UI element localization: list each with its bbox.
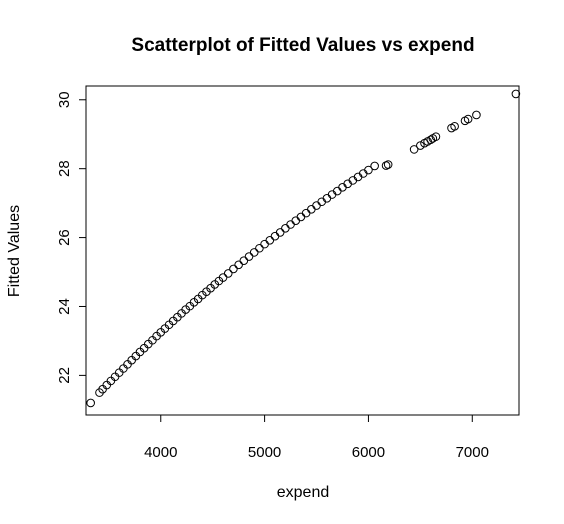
- data-point: [409, 145, 419, 154]
- data-point: [114, 368, 124, 377]
- data-point: [431, 132, 441, 141]
- data-point: [291, 216, 301, 226]
- x-axis-label: expend: [277, 484, 330, 501]
- y-tick-label: 26: [56, 229, 73, 246]
- data-point: [244, 252, 254, 261]
- data-point: [131, 351, 141, 361]
- data-point: [426, 135, 436, 145]
- data-point: [229, 264, 238, 274]
- data-point: [260, 239, 269, 249]
- x-axis: 4000 5000 6000 7000: [144, 414, 489, 461]
- data-point: [265, 236, 275, 245]
- data-point: [119, 364, 128, 373]
- x-tick-label: 6000: [352, 444, 385, 461]
- y-tick-label: 30: [56, 91, 73, 108]
- x-tick-label: 5000: [248, 444, 281, 461]
- data-point: [301, 208, 311, 218]
- data-point: [127, 355, 136, 365]
- data-point: [370, 161, 379, 171]
- data-point: [275, 228, 285, 237]
- data-point: [383, 160, 393, 169]
- data-point: [255, 243, 264, 253]
- data-point: [296, 212, 306, 222]
- data-point: [511, 89, 521, 99]
- chart-title: Scatterplot of Fitted Values vs expend: [131, 35, 474, 56]
- data-point: [281, 223, 290, 233]
- y-tick-label: 22: [56, 367, 73, 384]
- data-point: [472, 110, 481, 120]
- data-point: [364, 165, 373, 175]
- data-point: [102, 380, 112, 390]
- data-point: [123, 360, 132, 369]
- data-point: [286, 220, 295, 229]
- data-point: [463, 114, 473, 124]
- data-point: [416, 141, 425, 150]
- y-tick-label: 28: [56, 160, 73, 177]
- x-tick-label: 7000: [456, 444, 489, 461]
- data-point: [270, 231, 280, 241]
- y-axis: 22 24 26 28 30: [56, 91, 87, 384]
- x-tick-label: 4000: [144, 444, 177, 461]
- data-point: [234, 260, 243, 270]
- data-point: [110, 372, 120, 382]
- data-points: [86, 89, 521, 408]
- data-point: [223, 269, 233, 278]
- plot-frame: [85, 85, 520, 416]
- data-point: [106, 376, 116, 386]
- data-point: [239, 256, 249, 265]
- data-point: [381, 161, 391, 170]
- data-point: [249, 248, 259, 257]
- y-tick-label: 24: [56, 298, 73, 315]
- data-point: [86, 398, 95, 408]
- data-point: [450, 122, 459, 131]
- y-axis-label: Fitted Values: [6, 205, 23, 297]
- data-point: [312, 201, 321, 210]
- data-point: [218, 273, 228, 282]
- data-point: [307, 205, 316, 214]
